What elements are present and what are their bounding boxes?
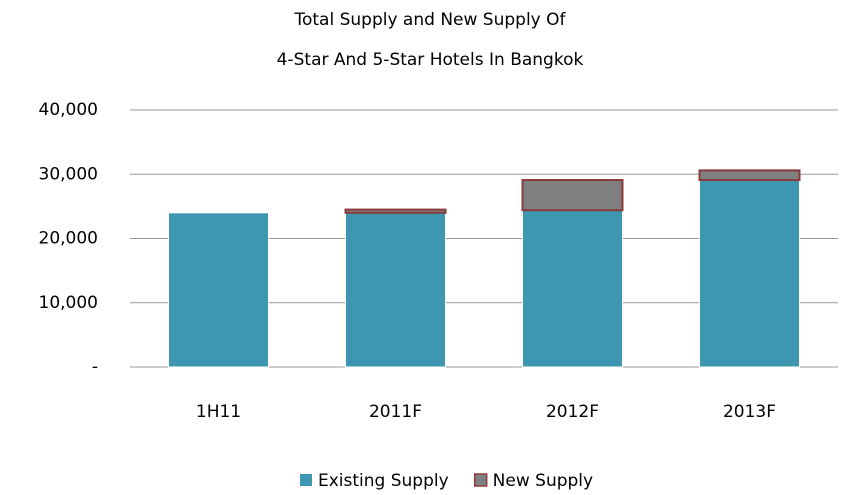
legend-swatch [473,473,488,487]
bar-segment [344,208,447,214]
chart-title: Total Supply and New Supply Of [293,10,566,30]
bar-segment [522,209,623,368]
x-tick-label: 2011F [369,402,422,422]
chart-title: 4-Star And 5-Star Hotels In Bangkok [277,50,584,70]
x-tick-label: 2012F [546,402,599,422]
x-tick-label: 1H11 [196,402,241,422]
legend-label: Existing Supply [318,471,449,491]
bar-segment [345,212,446,368]
y-tick-label: 20,000 [39,229,98,249]
bar-segment [521,179,624,212]
y-tick-label: 10,000 [39,293,98,313]
y-tick-label: 30,000 [39,164,98,184]
x-tick-label: 2013F [723,402,776,422]
bar-segment [168,212,269,368]
y-tick-label: - [92,357,98,377]
legend-swatch [300,474,312,486]
legend-label: New Supply [493,471,593,491]
y-tick-label: 40,000 [39,100,98,120]
bar-segment [699,179,800,368]
bar-segment [698,169,801,182]
